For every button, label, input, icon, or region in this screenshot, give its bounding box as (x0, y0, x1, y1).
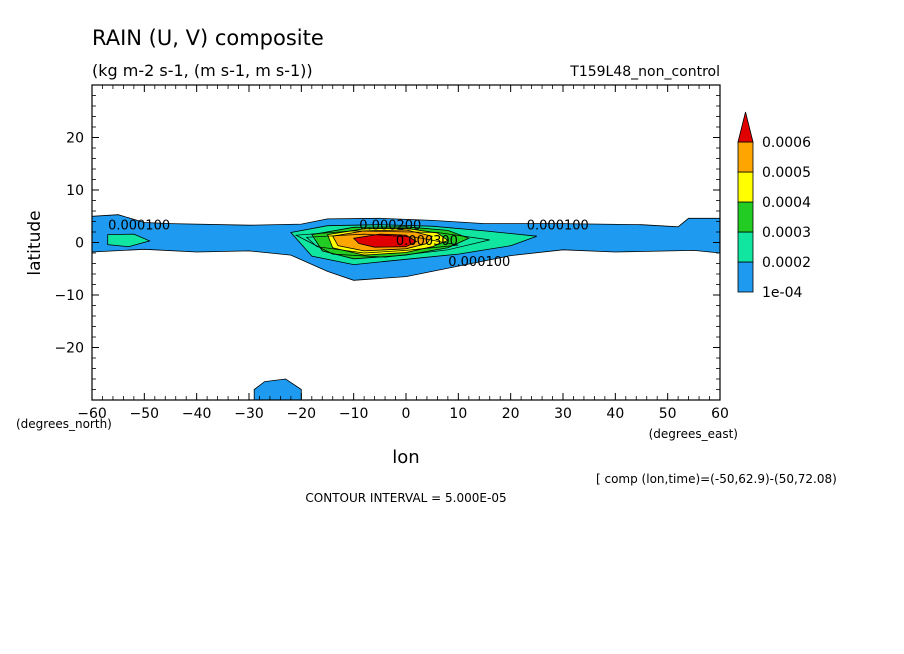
contour-region-0.0006 (352, 233, 418, 248)
y-axis-label: latitude (25, 210, 45, 275)
y-units-label: (degrees_north) (16, 417, 112, 431)
colorbar-segment (737, 171, 754, 203)
x-tick-label: −20 (287, 406, 317, 422)
contour-label: 0.000200 (359, 218, 421, 233)
contour-region-1e-04 (253, 378, 302, 400)
axis-ticks: −60 −50 −40 −30 −20 −10 0 10 20 30 40 50 60 −20 −10 0 10… (54, 85, 729, 422)
contour-line (305, 233, 459, 254)
x-tick-label: 50 (659, 406, 677, 422)
chart-subtitle: (kg m-2 s-1, (m s-1, m s-1)) (92, 61, 313, 80)
x-tick-label: 60 (711, 406, 729, 422)
colorbar-segment (737, 261, 754, 293)
colorbar: 1e-04 0.0002 0.0003 0.0004 0.0005 0.0006 (737, 111, 811, 301)
colorbar-label: 0.0002 (762, 255, 811, 271)
dataset-label: T159L48_non_control (569, 64, 720, 80)
contour-fills (92, 214, 720, 400)
colorbar-label: 0.0004 (762, 195, 811, 211)
y-tick-label: −20 (54, 341, 84, 357)
colorbar-label: 1e-04 (762, 285, 802, 301)
y-tick-label: 0 (75, 236, 84, 252)
colorbar-segment (737, 201, 754, 233)
colorbar-segment (737, 141, 754, 173)
x-tick-label: 30 (554, 406, 572, 422)
x-axis-label: lon (392, 447, 419, 468)
contour-region-0.0002 (107, 233, 151, 248)
x-tick-label: −60 (77, 406, 107, 422)
y-tick-label: 10 (66, 183, 84, 199)
y-tick-label: 20 (66, 131, 84, 147)
footer-note: [ comp (lon,time)=(-50,62.9)-(50,72.08) (596, 472, 837, 486)
colorbar-label: 0.0003 (762, 225, 811, 241)
contour-label: 0.000300 (396, 234, 458, 249)
x-tick-label: −40 (182, 406, 212, 422)
x-tick-label: 40 (606, 406, 624, 422)
contour-label: 0.000100 (108, 218, 170, 233)
x-units-label: (degrees_east) (649, 427, 738, 441)
colorbar-label: 0.0005 (762, 165, 811, 181)
x-tick-label: 10 (449, 406, 467, 422)
chart-title: RAIN (U, V) composite (92, 26, 324, 50)
contour-label: 0.000100 (527, 218, 589, 233)
colorbar-max-arrow (737, 111, 754, 143)
x-tick-label: −30 (234, 406, 264, 422)
contour-interval-label: CONTOUR INTERVAL = 5.000E-05 (305, 491, 506, 505)
y-tick-label: −10 (54, 288, 84, 304)
x-tick-label: 20 (502, 406, 520, 422)
x-tick-label: 0 (402, 406, 411, 422)
colorbar-label: 0.0006 (762, 135, 811, 151)
contour-line (294, 230, 490, 258)
contour-label: 0.000100 (448, 255, 510, 270)
x-tick-label: −10 (339, 406, 369, 422)
colorbar-segment (737, 231, 754, 263)
x-tick-label: −50 (130, 406, 160, 422)
